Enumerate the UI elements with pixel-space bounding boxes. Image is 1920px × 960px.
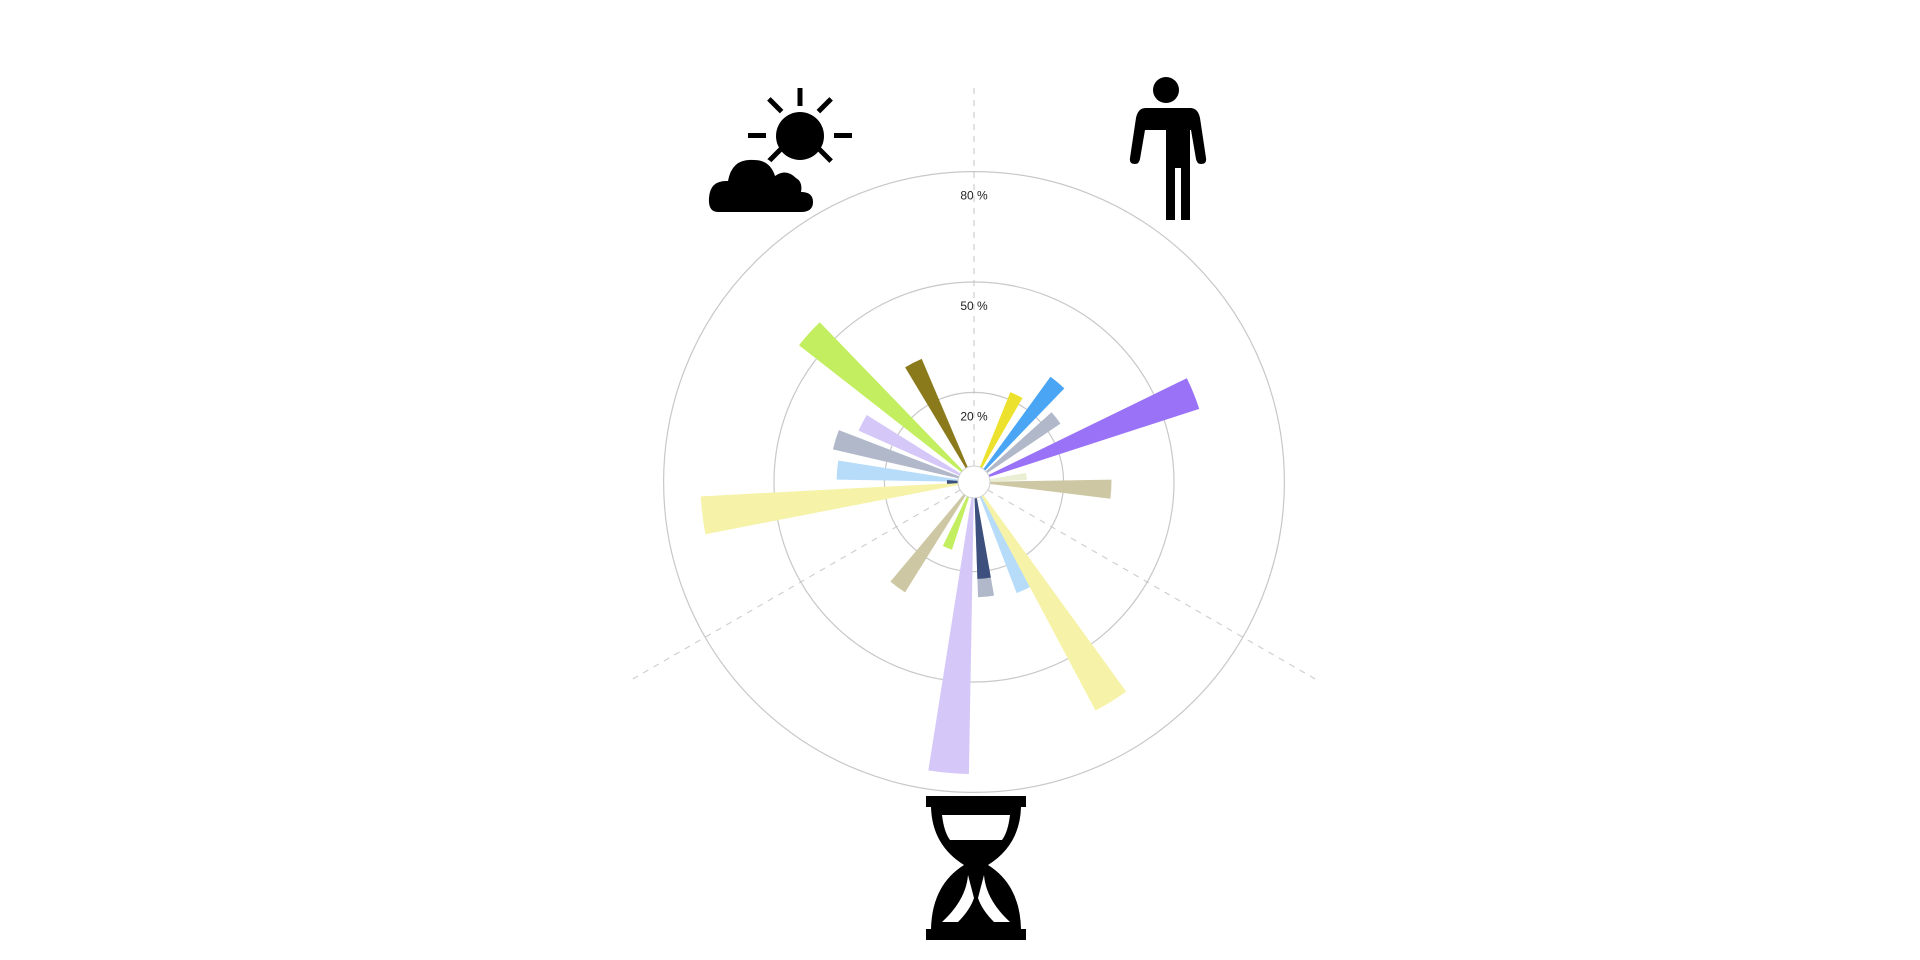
bar-wedge — [832, 430, 960, 479]
section-divider-line — [629, 489, 961, 682]
bar-wedge — [700, 482, 959, 535]
bar-wedge — [983, 376, 1065, 471]
center-hole — [957, 465, 991, 499]
grid-ring — [662, 171, 1285, 793]
bar-wedge — [890, 494, 966, 593]
bar-wedge — [798, 322, 963, 473]
bars — [700, 322, 1200, 774]
bar-wedge — [989, 472, 1027, 482]
tick-label: 20 % — [960, 409, 988, 423]
bar-wedge — [989, 479, 1112, 499]
bar-wedge — [988, 378, 1200, 478]
bar-wedge — [858, 415, 961, 476]
bar-wedge — [942, 496, 970, 550]
bar-wedge — [928, 497, 974, 774]
bar-wedge — [905, 358, 968, 469]
grid-ring — [773, 281, 1175, 683]
polar-grid — [629, 84, 1319, 793]
bar-wedge — [979, 392, 1023, 469]
weather-icon — [704, 88, 852, 216]
center-hole-circle — [957, 465, 991, 499]
hourglass-icon — [926, 796, 1026, 940]
tick-label: 80 % — [960, 189, 988, 203]
tick-label: 50 % — [960, 299, 988, 313]
person-icon — [1129, 77, 1207, 220]
tick-labels: 20 % 50 % 80 % — [960, 189, 988, 424]
bar-wedge — [985, 412, 1061, 474]
bar-wedge — [946, 480, 959, 484]
bar-wedge — [836, 460, 959, 482]
bar-wedge — [974, 497, 991, 579]
bar-wedge — [979, 495, 1032, 594]
section-divider-line — [987, 489, 1319, 682]
bar-wedge — [981, 494, 1127, 711]
